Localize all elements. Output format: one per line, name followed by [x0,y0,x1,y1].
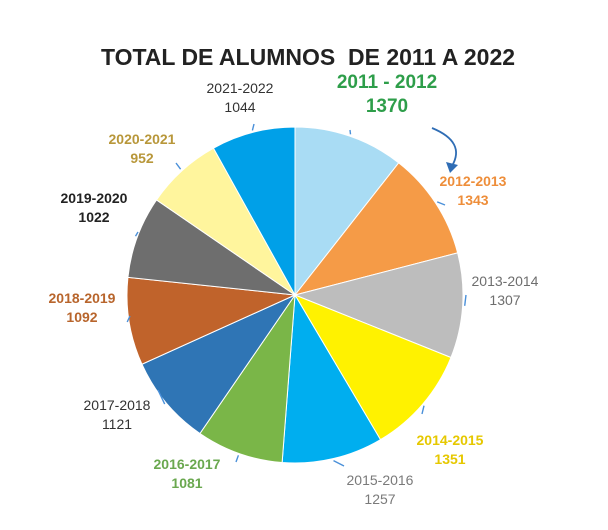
slice-category-label: 2017-2018 [84,397,151,413]
slice-category-label: 2011 - 2012 [337,72,437,93]
leader-line [464,294,467,306]
slice-value-label: 1370 [366,96,408,117]
pie-slice [294,126,400,297]
leader-line [157,389,166,405]
slice-value-label: 1022 [78,209,109,225]
slice-category-label: 2019-2020 [61,190,128,206]
leader-line [436,201,446,206]
pie-slice [293,162,459,296]
pie-slice [141,293,297,435]
slice-category-label: 2021-2022 [207,80,274,96]
leader-line [251,123,255,131]
slice-value-label: 1092 [66,309,97,325]
slice-value-label: 1257 [364,491,395,507]
slice-category-label: 2016-2017 [154,456,221,472]
pie-slice [281,293,382,464]
leader-line [175,162,182,170]
slice-value-label: 952 [130,150,154,166]
slice-value-label: 1081 [171,475,202,491]
leader-line [421,405,425,415]
leaders-layer [126,123,467,467]
slice-value-label: 1343 [457,192,488,208]
pie-slice [293,252,464,359]
slice-category-label: 2012-2013 [440,173,507,189]
slice-category-label: 2020-2021 [109,131,176,147]
leader-line [235,455,240,463]
emphasis-arrowhead [446,162,458,173]
labels-layer: 2011 - 2012 1370 2012-2013 1343 2013-2014 130… [49,72,539,507]
pie-slice [212,126,296,297]
leader-line [134,231,139,237]
leader-line [349,129,352,135]
pie-slice [199,293,296,464]
slice-value-label: 1351 [434,451,465,467]
chart-title: TOTAL DE ALUMNOS DE 2011 A 2022 [101,44,515,70]
pie-slice [126,276,297,365]
slice-value-label: 1307 [489,292,520,308]
slice-category-label: 2018-2019 [49,290,116,306]
pie-slice [293,293,452,441]
leader-line [126,315,131,323]
slices-layer [126,126,464,464]
slice-category-label: 2013-2014 [472,273,539,289]
slice-category-label: 2015-2016 [347,472,414,488]
slice-category-label: 2014-2015 [417,432,484,448]
emphasis-arrow [431,127,457,167]
slice-value-label: 1121 [102,416,132,432]
slice-value-label: 1044 [224,99,255,115]
leader-line [333,459,345,467]
